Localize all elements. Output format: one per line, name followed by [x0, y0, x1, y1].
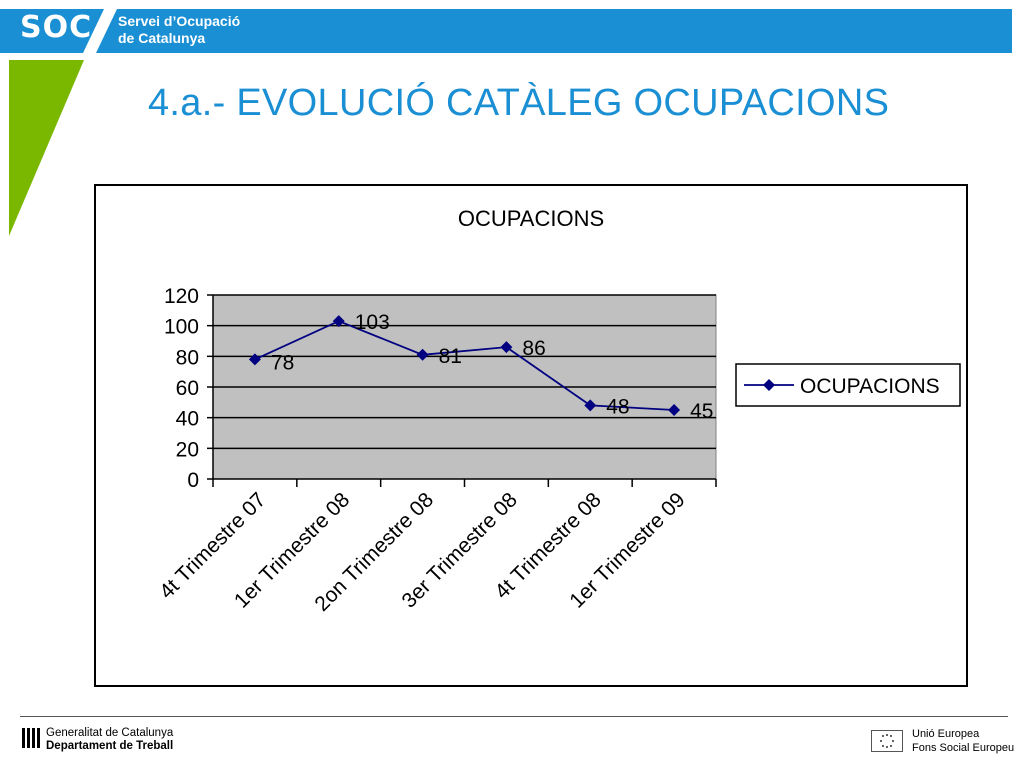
- data-label: 81: [439, 345, 462, 368]
- soc-logo: SOC: [20, 10, 93, 45]
- gov-line2: Departament de Treball: [46, 740, 174, 752]
- data-label: 103: [355, 311, 390, 334]
- data-point: [584, 399, 597, 412]
- data-point: [668, 404, 681, 416]
- y-tick-label: 0: [187, 469, 199, 492]
- legend-label: OCUPACIONS: [800, 375, 940, 398]
- data-label: 78: [271, 351, 294, 374]
- data-label: 48: [606, 395, 629, 418]
- data-point: [500, 341, 513, 354]
- eu-line2: Fons Social Europeu: [912, 742, 1015, 754]
- data-point: [248, 353, 261, 366]
- legend-marker: [763, 379, 775, 391]
- y-tick-label: 40: [176, 408, 199, 431]
- footer-divider: [20, 716, 1008, 717]
- y-tick-label: 120: [164, 285, 199, 308]
- eu-flag-icon: [871, 730, 903, 752]
- series-line: [254, 320, 675, 411]
- data-point: [416, 348, 429, 361]
- data-point: [332, 315, 345, 328]
- org-name-line2: de Catalunya: [118, 30, 206, 46]
- y-tick-label: 80: [176, 346, 199, 369]
- page-title: 4.a.- EVOLUCIÓ CATÀLEG OCUPACIONS: [148, 82, 890, 124]
- eu-line1: Unió Europea: [912, 728, 980, 740]
- y-tick-label: 20: [176, 438, 199, 461]
- generalitat-text: Generalitat de Catalunya Departament de …: [46, 727, 173, 753]
- data-label: 45: [690, 400, 713, 423]
- header-bar: [0, 9, 1012, 53]
- eu-text: Unió Europea Fons Social Europeu: [912, 727, 1014, 755]
- y-tick-label: 60: [176, 377, 199, 400]
- gov-line1: Generalitat de Catalunya: [46, 727, 174, 739]
- generalitat-logo-icon: [22, 728, 40, 748]
- data-label: 86: [522, 337, 545, 360]
- y-tick-label: 100: [164, 316, 199, 339]
- org-name-line1: Servei d’Ocupació: [118, 13, 241, 29]
- org-name: Servei d’Ocupació de Catalunya: [118, 13, 240, 47]
- chart-title: OCUPACIONS: [458, 206, 604, 231]
- green-stripe-decoration: [9, 9, 117, 236]
